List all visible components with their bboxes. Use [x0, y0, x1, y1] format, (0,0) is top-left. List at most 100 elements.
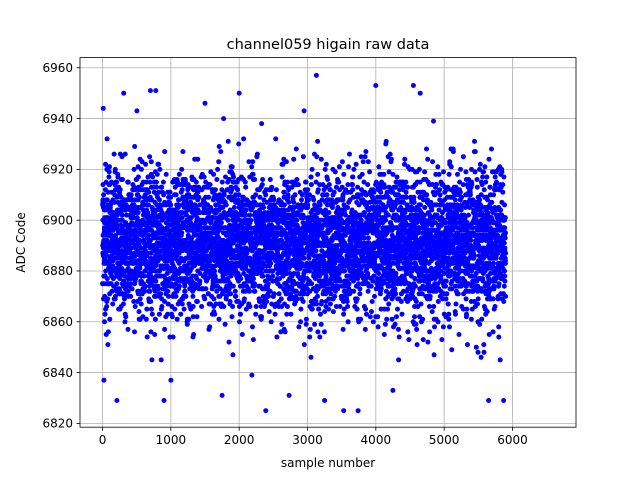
- data-point: [199, 304, 205, 309]
- data-point: [330, 309, 336, 315]
- data-point: [370, 319, 376, 325]
- data-point: [430, 159, 436, 165]
- data-point: [222, 321, 228, 327]
- data-point: [274, 334, 280, 340]
- data-point: [218, 149, 224, 155]
- data-point: [267, 177, 273, 182]
- data-point: [235, 187, 241, 193]
- data-point: [422, 169, 428, 175]
- data-point: [422, 205, 428, 210]
- data-point: [124, 212, 129, 218]
- data-point: [375, 324, 381, 330]
- data-point: [346, 281, 352, 287]
- data-point: [303, 321, 309, 327]
- data-point: [182, 283, 188, 289]
- data-point: [143, 161, 149, 167]
- data-point: [435, 299, 441, 304]
- data-point: [228, 291, 234, 297]
- data-point: [168, 194, 174, 200]
- data-point: [286, 199, 292, 205]
- data-point: [241, 296, 247, 302]
- data-point: [405, 329, 411, 335]
- data-point: [238, 311, 243, 317]
- data-point: [399, 311, 405, 317]
- data-point: [403, 179, 409, 185]
- data-point: [425, 339, 431, 345]
- data-point: [321, 329, 327, 335]
- data-point: [317, 334, 323, 340]
- data-point: [137, 194, 142, 200]
- data-point: [439, 337, 445, 343]
- data-point: [158, 291, 164, 297]
- data-point: [285, 179, 291, 185]
- data-point: [191, 332, 197, 337]
- data-point: [110, 301, 116, 307]
- data-point: [351, 288, 357, 294]
- data-point: [243, 184, 249, 190]
- data-point: [132, 144, 138, 149]
- data-point: [301, 342, 307, 348]
- data-point: [424, 192, 430, 198]
- data-point: [165, 301, 171, 307]
- data-point: [114, 222, 120, 228]
- data-point: [435, 319, 441, 325]
- data-point: [383, 138, 389, 144]
- data-point: [213, 301, 219, 307]
- data-point: [179, 166, 185, 172]
- data-point: [294, 217, 300, 223]
- data-point: [427, 329, 433, 335]
- data-point: [159, 184, 165, 190]
- data-point: [132, 329, 137, 335]
- data-point: [182, 288, 188, 294]
- data-point: [120, 177, 125, 182]
- data-point: [196, 194, 202, 200]
- data-point: [394, 314, 399, 320]
- data-point: [176, 171, 182, 177]
- data-point: [281, 202, 287, 208]
- data-point: [162, 326, 168, 332]
- data-point: [212, 268, 217, 274]
- data-point: [316, 306, 322, 312]
- data-point: [117, 187, 123, 193]
- data-point: [396, 334, 402, 340]
- data-point: [336, 164, 342, 170]
- data-point: [358, 217, 364, 223]
- data-point: [114, 179, 120, 185]
- data-point: [156, 189, 162, 195]
- data-point: [247, 304, 253, 309]
- data-point: [365, 182, 371, 188]
- data-point: [153, 179, 159, 185]
- data-point: [190, 293, 196, 299]
- data-point: [368, 283, 374, 289]
- data-point: [119, 212, 125, 218]
- data-point: [388, 156, 394, 162]
- data-point: [436, 171, 442, 177]
- data-point: [157, 166, 163, 172]
- data-point: [137, 296, 143, 302]
- data-point: [307, 326, 313, 332]
- data-point: [226, 339, 232, 345]
- data-point: [154, 184, 160, 190]
- data-point: [367, 169, 373, 175]
- data-point: [148, 329, 154, 335]
- data-point: [269, 184, 275, 190]
- data-point: [383, 217, 389, 223]
- data-point: [387, 151, 393, 157]
- data-point: [305, 187, 311, 193]
- data-point: [188, 199, 194, 205]
- data-point: [227, 299, 233, 304]
- data-point: [307, 268, 313, 274]
- data-point: [179, 301, 185, 307]
- data-point: [139, 159, 145, 165]
- data-point: [259, 121, 265, 127]
- data-point: [330, 205, 335, 210]
- data-point: [105, 342, 111, 348]
- data-point: [362, 154, 368, 160]
- data-point: [413, 321, 419, 327]
- data-point: [431, 304, 437, 309]
- data-point: [102, 319, 107, 325]
- data-point: [247, 212, 253, 218]
- data-point: [363, 306, 369, 312]
- data-point: [147, 288, 153, 294]
- data-point: [253, 304, 259, 309]
